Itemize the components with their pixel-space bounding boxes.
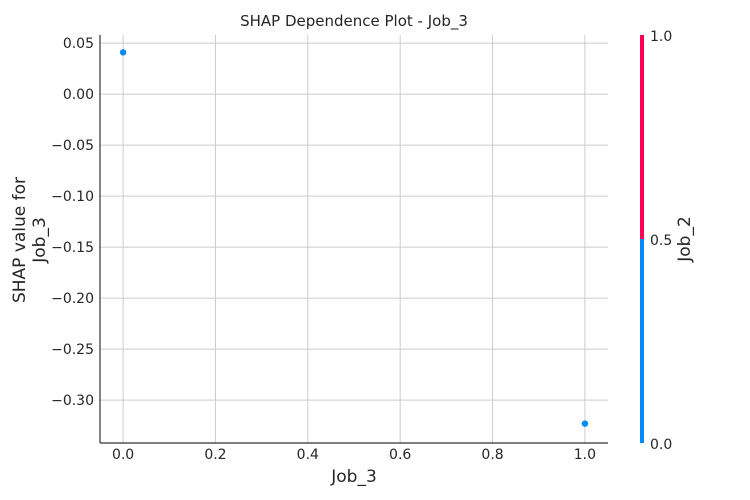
colorbar-tick-label-high: 1.0 [650, 29, 672, 45]
y-tick-label: −0.05 [51, 138, 94, 154]
x-tick-label: 0.8 [481, 447, 503, 463]
y-tick-label: 0.05 [63, 36, 94, 52]
colorbar-tick-label-low: 0.0 [650, 437, 672, 453]
data-points [119, 49, 589, 427]
y-tick-label: −0.20 [51, 291, 94, 307]
x-tick-label: 0.4 [297, 447, 319, 463]
y-tick-label: −0.30 [51, 393, 94, 409]
colorbar-tick-label-mid: 0.5 [650, 233, 672, 249]
y-tick-label: −0.25 [51, 342, 94, 358]
y-axis-label: SHAP value for Job_3 [10, 177, 50, 303]
scatter-point [581, 420, 589, 427]
y-axis-label-line-2: Job_3 [30, 217, 50, 264]
grid [100, 35, 608, 443]
colorbar-label: Job_2 [675, 216, 695, 263]
colorbar-high-segment [640, 35, 644, 239]
y-tick-label: 0.00 [63, 87, 94, 103]
chart-title: SHAP Dependence Plot - Job_3 [240, 12, 468, 31]
scatter-point [119, 49, 127, 56]
x-tick-label: 1.0 [574, 447, 596, 463]
y-tick-label: −0.15 [51, 240, 94, 256]
colorbar-low-segment [640, 239, 644, 443]
x-axis-ticks: 0.0 0.2 0.4 0.6 0.8 1.0 [112, 447, 596, 463]
colorbar: 1.0 0.5 0.0 Job_2 [640, 29, 695, 453]
y-axis-ticks: 0.05 0.00 −0.05 −0.10 −0.15 −0.20 −0.25 −0.30 [51, 36, 94, 409]
x-tick-label: 0.2 [204, 447, 226, 463]
x-tick-label: 0.0 [112, 447, 134, 463]
y-tick-label: −0.10 [51, 189, 94, 205]
x-tick-label: 0.6 [389, 447, 411, 463]
x-axis-label: Job_3 [330, 467, 377, 487]
y-axis-label-line-1: SHAP value for [10, 177, 30, 303]
